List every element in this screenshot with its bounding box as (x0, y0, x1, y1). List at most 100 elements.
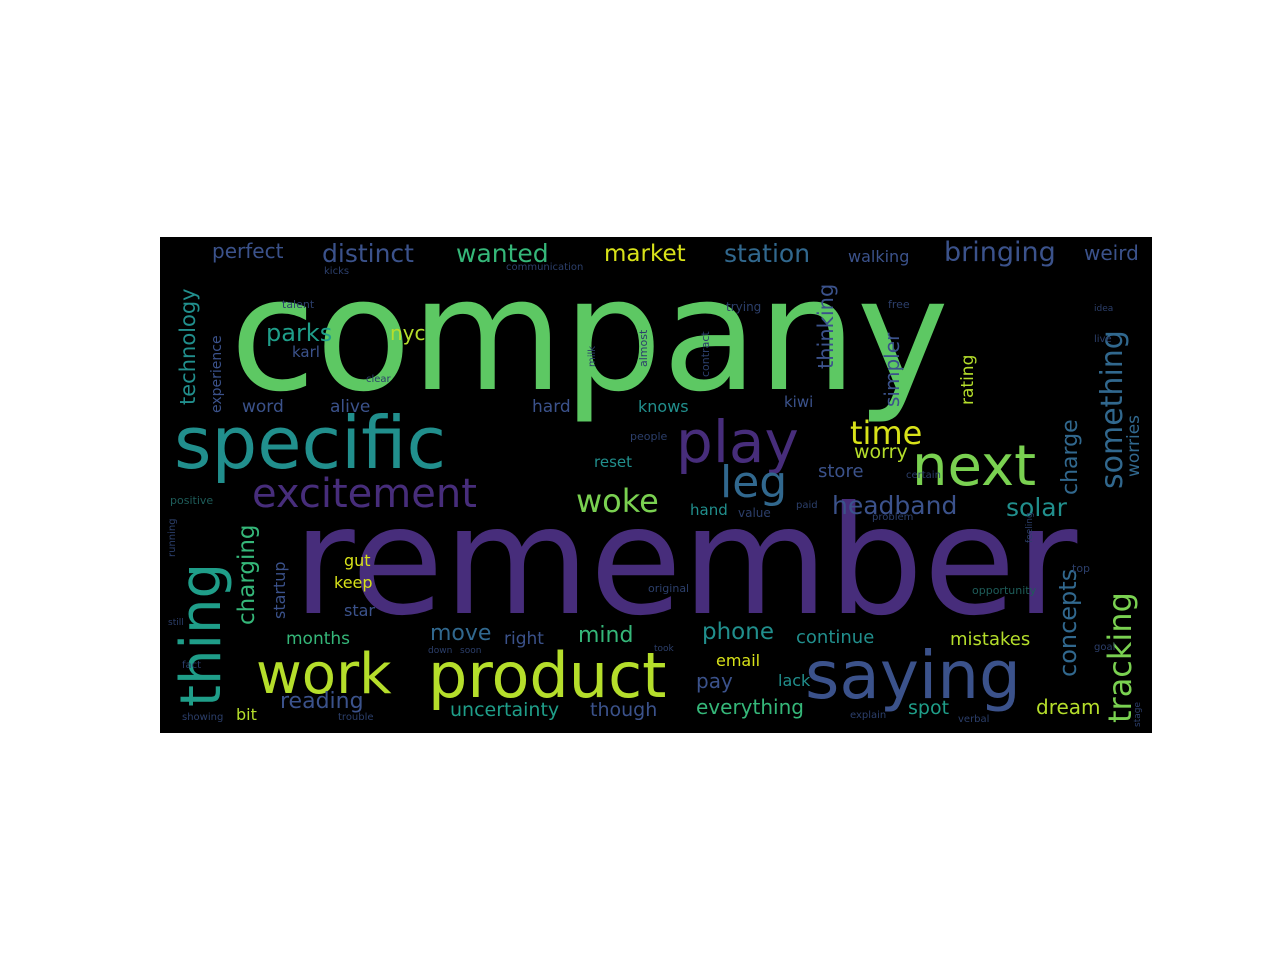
word-rating: rating (958, 354, 978, 405)
word-communication: communication (506, 262, 584, 273)
word-leg: leg (720, 457, 788, 508)
word-excitement: excitement (252, 471, 477, 517)
word-stage: stage (1133, 702, 1143, 727)
word-gut: gut (344, 551, 371, 570)
word-knows: knows (638, 397, 689, 416)
word-bringing: bringing (944, 237, 1056, 268)
word-email: email (716, 651, 761, 670)
word-alive: alive (330, 397, 371, 417)
word-work: work (256, 642, 392, 707)
word-free: free (888, 298, 910, 311)
word-nyc: nyc (390, 321, 426, 345)
word-contract: contract (699, 331, 712, 377)
word-value: value (738, 506, 771, 520)
word-bit: bit (236, 705, 257, 724)
word-charging: charging (234, 524, 260, 625)
word-hard: hard (532, 397, 571, 417)
word-fact: fact (182, 660, 202, 671)
word-tracking: tracking (1101, 592, 1139, 723)
word-right: right (504, 629, 544, 649)
word-took: took (654, 644, 674, 654)
word-trouble: trouble (338, 712, 374, 723)
word-simpler: simpler (880, 332, 904, 407)
word-solar: solar (1006, 493, 1067, 522)
word-spot: spot (908, 697, 950, 719)
word-keep: keep (334, 573, 373, 592)
word-karl: karl (292, 343, 320, 361)
word-mind: mind (578, 623, 634, 648)
word-charge: charge (1058, 419, 1083, 495)
word-store: store (818, 461, 864, 482)
word-phone: phone (702, 619, 774, 645)
word-dream: dream (1036, 695, 1101, 719)
word-trying: trying (726, 300, 762, 314)
word-top: top (1072, 562, 1091, 575)
word-parks: parks (266, 319, 333, 347)
word-positive: positive (170, 494, 214, 507)
word-next: next (912, 434, 1037, 499)
word-cloud: company remember specific product saying… (160, 237, 1152, 733)
word-experience: experience (209, 335, 225, 413)
word-months: months (286, 629, 351, 649)
word-word: word (242, 397, 284, 417)
word-still: still (168, 618, 184, 628)
word-milk: milk (587, 345, 598, 367)
word-remember: remember (293, 475, 1078, 649)
word-perfect: perfect (212, 239, 284, 263)
word-opportunity: opportunity (972, 584, 1037, 597)
word-problem: problem (872, 512, 914, 523)
word-wanted: wanted (456, 239, 549, 268)
word-woke: woke (576, 482, 659, 520)
word-clear: clear (366, 374, 391, 385)
word-explain: explain (850, 710, 887, 721)
word-pay: pay (696, 669, 733, 693)
word-idea: idea (1094, 304, 1114, 314)
word-product: product (428, 639, 667, 712)
word-headband: headband (832, 491, 958, 520)
word-original: original (648, 582, 690, 595)
word-walking: walking (848, 247, 910, 266)
word-down: down (428, 646, 453, 656)
word-showing: showing (182, 712, 224, 723)
word-company: company (230, 244, 949, 426)
word-reading: reading (280, 689, 364, 714)
word-continue: continue (796, 627, 875, 648)
word-market: market (604, 241, 686, 267)
word-kicks: kicks (324, 266, 350, 277)
word-live: live (1094, 334, 1112, 345)
word-paid: paid (796, 500, 818, 511)
word-worries: worries (1124, 414, 1144, 477)
word-kiwi: kiwi (784, 393, 814, 411)
word-thinking: thinking (814, 283, 838, 369)
word-concepts: concepts (1054, 568, 1082, 677)
word-talent: talent (282, 298, 315, 311)
word-certain: certain (906, 470, 941, 481)
word-play: play (676, 408, 799, 476)
word-people: people (630, 430, 668, 443)
word-weird: weird (1084, 241, 1139, 265)
word-station: station (724, 239, 811, 268)
word-mistakes: mistakes (950, 629, 1031, 650)
word-thing: thing (169, 562, 234, 707)
word-though: though (590, 699, 658, 721)
word-move: move (430, 621, 492, 646)
word-time: time (850, 414, 923, 452)
word-goal: goal (1094, 642, 1116, 653)
word-technology: technology (176, 288, 200, 405)
word-saying: saying (805, 637, 1021, 714)
word-almost: almost (637, 329, 650, 367)
word-running: running (167, 518, 178, 557)
word-worry: worry (854, 441, 908, 463)
word-everything: everything (696, 695, 804, 719)
word-hand: hand (690, 501, 728, 519)
word-reset: reset (594, 453, 632, 471)
word-distinct: distinct (322, 239, 414, 268)
word-star: star (344, 601, 375, 620)
word-lack: lack (778, 671, 811, 690)
word-specific: specific (174, 401, 447, 485)
word-verbal: verbal (958, 714, 990, 725)
word-soon: soon (460, 646, 482, 656)
word-uncertainty: uncertainty (450, 699, 560, 721)
word-startup: startup (270, 561, 289, 619)
word-feeling: feeling (1025, 512, 1035, 543)
